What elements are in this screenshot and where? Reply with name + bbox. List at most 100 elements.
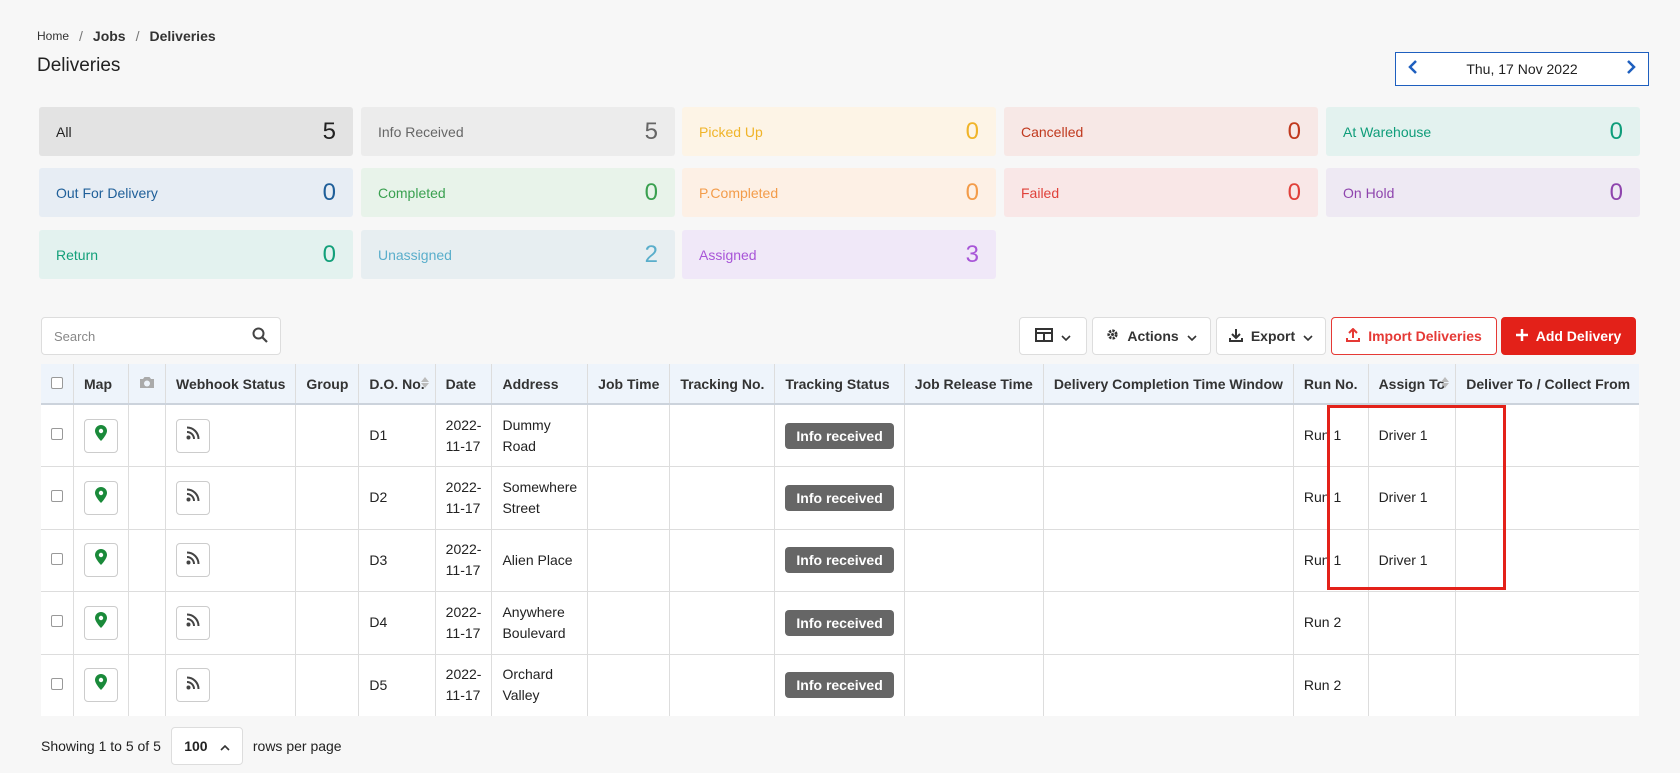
actions-button[interactable]: Actions [1092,317,1211,355]
webhook-button[interactable] [176,480,210,515]
status-card-p-completed[interactable]: P.Completed 0 [682,168,996,217]
status-card-return[interactable]: Return 0 [39,230,353,279]
status-card-label: At Warehouse [1343,123,1432,140]
table-cell [128,466,166,530]
breadcrumb-home[interactable]: Home [37,29,70,43]
date-label[interactable]: Thu, 17 Nov 2022 [1466,61,1578,77]
table-cell [165,466,297,530]
status-card-label: Completed [378,184,446,201]
prev-date-icon[interactable] [1408,59,1418,79]
column-header-label: Delivery Completion Time Window [1053,375,1283,392]
address-cell: Alien Place [491,529,589,592]
table-cell [41,529,74,592]
run-number-cell: Run 1 [1293,529,1369,592]
sort-icon[interactable] [1441,377,1450,388]
import-deliveries-button[interactable]: Import Deliveries [1331,317,1497,355]
column-header-address: Address [491,364,589,405]
column-header-label: Assign To [1378,375,1446,392]
breadcrumb-separator: / [135,28,140,44]
map-pin-icon [95,611,107,634]
status-card-picked-up[interactable]: Picked Up 0 [682,107,996,156]
column-header-label: Deliver To / Collect From [1466,375,1631,392]
map-pin-button[interactable] [84,480,118,515]
webhook-button[interactable] [176,418,210,453]
address-cell: Anywhere Boulevard [491,591,589,655]
table-cell [587,466,671,530]
table-row[interactable]: D5 2022- 11-17 Orchard Valley Info received… [41,654,1639,716]
table-cell [128,404,166,467]
export-button[interactable]: Export [1216,317,1326,355]
address-cell: Dummy Road [491,404,589,467]
next-date-icon[interactable] [1626,59,1636,79]
status-card-count: 2 [644,240,658,268]
date-navigator: Thu, 17 Nov 2022 [1395,52,1649,86]
assign-to-cell: Driver 1 [1368,404,1457,467]
status-card-at-warehouse[interactable]: At Warehouse 0 [1326,107,1640,156]
map-pin-button[interactable] [84,543,118,578]
address-cell: Somewhere Street [491,466,589,530]
table-cell [669,404,776,467]
column-header-assign-to[interactable]: Assign To [1368,364,1457,405]
status-card-assigned[interactable]: Assigned 3 [682,230,996,279]
map-pin-icon [95,549,107,571]
sort-icon[interactable] [420,377,429,388]
add-delivery-button[interactable]: Add Delivery [1501,317,1636,355]
breadcrumb-jobs[interactable]: Jobs [92,28,126,44]
table-cell [587,591,671,655]
map-pin-button[interactable] [84,418,118,453]
do-number-cell: D3 [358,529,436,592]
date-cell: 2022- 11-17 [435,529,493,592]
status-card-failed[interactable]: Failed 0 [1004,168,1318,217]
column-header-delivery-completion-time-window: Delivery Completion Time Window [1043,364,1294,405]
run-number-cell: Run 1 [1293,466,1369,530]
table-cell: Info received [774,654,905,716]
table-cell [165,529,297,592]
status-card-on-hold[interactable]: On Hold 0 [1326,168,1640,217]
row-checkbox[interactable] [51,677,63,690]
row-checkbox[interactable] [51,490,63,503]
map-pin-button[interactable] [84,605,118,640]
search-icon[interactable] [252,327,268,346]
table-cell: Info received [774,466,905,530]
table-row[interactable]: D4 2022- 11-17 Anywhere Boulevard Info rece… [41,591,1639,655]
row-checkbox[interactable] [51,615,63,628]
table-cell [41,466,74,530]
webhook-button[interactable] [176,668,210,703]
select-all-header[interactable] [41,364,74,405]
status-card-unassigned[interactable]: Unassigned 2 [361,230,675,279]
select-all-checkbox[interactable] [51,376,63,389]
status-card-label: Assigned [699,246,757,263]
status-card-completed[interactable]: Completed 0 [361,168,675,217]
status-card-count: 5 [644,117,658,145]
webhook-button[interactable] [176,543,210,578]
import-label: Import Deliveries [1368,328,1482,344]
column-header-photo [128,364,166,405]
status-card-all[interactable]: All 5 [39,107,353,156]
column-header-label: Date [445,375,477,392]
table-cell [1043,591,1294,655]
map-pin-button[interactable] [84,668,118,703]
column-header-d-o-no[interactable]: D.O. No. [358,364,436,405]
webhook-button[interactable] [176,605,210,640]
row-checkbox[interactable] [51,552,63,565]
status-card-count: 0 [322,178,336,206]
row-checkbox[interactable] [51,428,63,440]
status-card-label: Picked Up [699,123,763,140]
page-size-select[interactable]: 100 [170,727,243,765]
table-row[interactable]: D1 2022- 11-17 Dummy Road Info received Run … [41,404,1639,467]
status-card-info-received[interactable]: Info Received 5 [361,107,675,156]
status-card-cancelled[interactable]: Cancelled 0 [1004,107,1318,156]
pagination: Showing 1 to 5 of 5 100 rows per page [41,727,342,765]
page-size-value: 100 [184,738,208,754]
table-row[interactable]: D2 2022- 11-17 Somewhere Street Info receiv… [41,466,1639,530]
status-card-label: Unassigned [378,246,452,263]
column-header-map: Map [73,364,129,405]
column-toggle-button[interactable] [1019,317,1087,355]
column-header-label: Job Time [598,375,660,392]
status-card-count: 0 [1609,117,1623,145]
table-row[interactable]: D3 2022- 11-17 Alien Place Info received Run… [41,529,1639,592]
table-cell [128,529,166,592]
column-header-job-time: Job Time [587,364,671,405]
status-card-out-for-delivery[interactable]: Out For Delivery 0 [39,168,353,217]
search-input[interactable] [54,328,224,344]
